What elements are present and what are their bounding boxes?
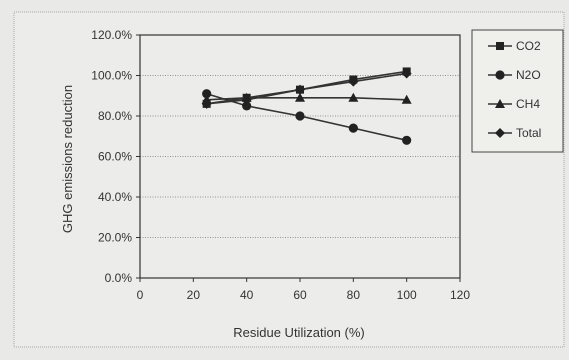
x-tick-label: 80 <box>347 288 361 302</box>
data-point-total <box>295 84 305 95</box>
data-point-ch4 <box>401 94 412 104</box>
legend-label: Total <box>516 126 541 140</box>
data-point-n2o <box>295 111 305 121</box>
x-tick-label: 60 <box>293 288 307 302</box>
legend: CO2 N2O CH4 Total <box>471 29 564 153</box>
legend-marker <box>496 42 504 50</box>
x-axis-label: Residue Utilization (%) <box>233 325 365 340</box>
x-tick-label: 40 <box>240 288 254 302</box>
legend-label: CO2 <box>516 39 541 53</box>
legend-label: N2O <box>516 68 541 82</box>
y-tick-label: 60.0% <box>98 150 132 164</box>
legend-box <box>471 29 564 153</box>
y-tick-label: 80.0% <box>98 109 132 123</box>
data-point-total <box>401 68 412 79</box>
legend-entry-ch4: CH4 <box>488 97 540 111</box>
legend-label: CH4 <box>516 97 540 111</box>
x-tick-label: 0 <box>137 288 144 302</box>
y-tick-label: 20.0% <box>98 231 132 245</box>
y-tick-label: 120.0% <box>91 28 132 42</box>
x-axis-ticks: 0 20 40 60 80 100 120 <box>137 278 470 302</box>
x-tick-label: 100 <box>397 288 417 302</box>
y-axis-ticks: 0.0% 20.0% 40.0% 60.0% 80.0% 100.0% 120.0% <box>91 28 140 285</box>
legend-entry-co2: CO2 <box>488 39 541 53</box>
data-point-ch4 <box>295 92 305 102</box>
legend-entry-total: Total <box>488 126 541 140</box>
x-tick-label: 20 <box>187 288 201 302</box>
y-tick-label: 40.0% <box>98 190 132 204</box>
data-point-total <box>241 94 252 105</box>
legend-entry-n2o: N2O <box>488 68 541 82</box>
data-point-n2o <box>402 135 412 145</box>
data-point-n2o <box>348 123 358 133</box>
y-tick-label: 0.0% <box>105 271 133 285</box>
legend-marker <box>495 70 505 80</box>
series-total <box>201 68 412 109</box>
data-point-total <box>348 76 359 87</box>
data-point-total <box>201 98 212 109</box>
data-point-ch4 <box>348 92 359 102</box>
data-point-n2o <box>242 101 252 111</box>
data-point-n2o <box>202 89 212 99</box>
legend-marker <box>495 99 505 108</box>
x-tick-label: 120 <box>450 288 470 302</box>
legend-marker <box>495 128 505 138</box>
y-tick-label: 100.0% <box>91 69 132 83</box>
series-layer <box>201 67 412 145</box>
y-axis-label: GHG emissions reduction <box>60 85 75 233</box>
